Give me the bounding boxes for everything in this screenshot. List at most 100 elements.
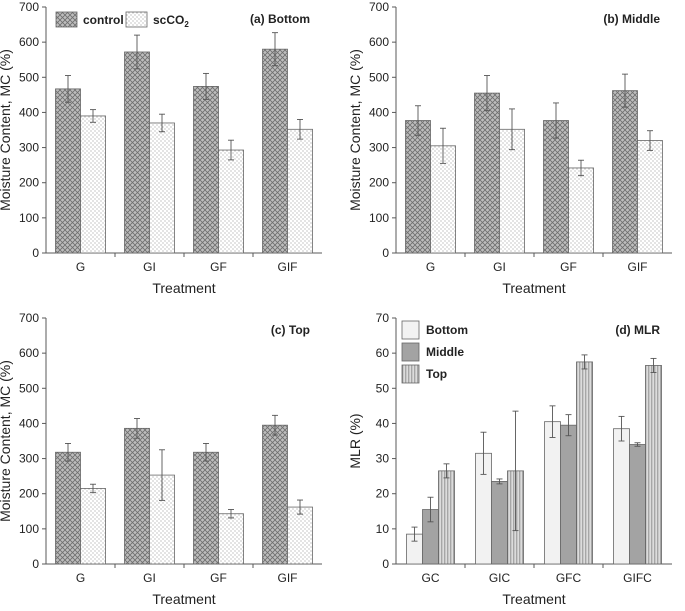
error-bar [228, 509, 234, 519]
panel-label: (a) Bottom [250, 12, 310, 26]
bar-scco2-g [80, 115, 106, 254]
y-tick-label: 100 [369, 211, 389, 225]
bar-top-gfc [576, 361, 593, 565]
y-tick-label: 20 [376, 487, 390, 501]
x-tick-label: GIF [278, 260, 298, 274]
y-tick-label: 0 [32, 557, 39, 571]
bar-middle-gic [491, 481, 508, 565]
y-axis-title: Moisture Content, MC (%) [0, 49, 13, 211]
bar-control-gf [543, 120, 569, 254]
error-bar [203, 72, 209, 100]
x-tick-label: G [76, 571, 85, 585]
x-tick-label: GF [210, 571, 227, 585]
error-bar [440, 127, 446, 164]
error-bar [134, 418, 140, 439]
x-tick-label: GIC [489, 571, 511, 585]
panel-label: (c) Top [271, 323, 310, 337]
error-bar [509, 108, 515, 151]
error-bar [565, 414, 572, 437]
chart-mlr: 0 10 20 30 40 50 60 70 GC GIC GFC GIFC Treatment MLR … [347, 311, 672, 607]
bar-control-g [405, 120, 431, 254]
error-bar [549, 405, 556, 438]
y-tick-label: 10 [376, 522, 390, 536]
y-tick-label: 40 [376, 416, 390, 430]
bar-scco2-gf [218, 513, 244, 565]
bar-scco2-gf [568, 167, 594, 254]
error-bar [90, 109, 96, 123]
bar-scco2-gi [499, 128, 525, 254]
y-tick-label: 0 [382, 557, 389, 571]
y-tick-label: 70 [376, 311, 390, 325]
bar-control-gf [193, 451, 219, 565]
y-tick-label: 600 [19, 35, 39, 49]
error-bar [496, 478, 503, 485]
bar-scco2-g [80, 488, 106, 565]
bar-scco2-gf [218, 149, 244, 254]
error-bar [90, 483, 96, 494]
bar-middle-gifc [629, 444, 646, 565]
bar-control-gi [124, 427, 150, 565]
error-bar [159, 113, 165, 133]
bar-bottom-gfc [544, 421, 561, 565]
legend-label-control: control [83, 13, 124, 27]
y-tick-label: 0 [382, 246, 389, 260]
error-bar [427, 496, 434, 523]
legend-swatch-middle [401, 342, 420, 362]
y-tick-label: 0 [32, 246, 39, 260]
y-tick-label: 200 [369, 176, 389, 190]
y-tick-label: 100 [19, 522, 39, 536]
error-bar [297, 499, 303, 515]
y-tick-label: 30 [376, 452, 390, 466]
y-axis-title: Moisture Content, MC (%) [347, 49, 363, 211]
error-bar [272, 32, 278, 67]
y-tick-label: 700 [19, 311, 39, 325]
error-bar [480, 431, 487, 475]
y-axis-title: MLR (%) [347, 413, 363, 468]
bar-scco2-gif [637, 140, 663, 254]
chart-middle: 0 100 200 300 400 500 600 700 G GI GF GIF Treatment M… [347, 0, 672, 296]
bar-control-gi [124, 51, 150, 254]
x-tick-label: GFC [556, 571, 582, 585]
x-axis-title: Treatment [502, 280, 565, 296]
y-tick-label: 500 [369, 70, 389, 84]
x-tick-label: GI [143, 260, 156, 274]
x-tick-label: GIF [628, 260, 648, 274]
bar-control-g [55, 451, 81, 565]
x-axis-title: Treatment [152, 280, 215, 296]
bar-control-gif [262, 48, 288, 254]
y-tick-label: 700 [19, 0, 39, 14]
x-tick-label: GIF [278, 571, 298, 585]
error-bar [65, 443, 71, 462]
y-tick-label: 300 [19, 141, 39, 155]
bar-control-g [55, 88, 81, 254]
bar-bottom-gifc [613, 428, 630, 565]
bar-scco2-gi [149, 122, 175, 254]
error-bar [618, 415, 625, 442]
error-bar [134, 34, 140, 70]
y-tick-label: 200 [19, 176, 39, 190]
y-tick-label: 500 [19, 70, 39, 84]
error-bar [578, 159, 584, 177]
y-tick-label: 400 [19, 105, 39, 119]
error-bar [647, 130, 653, 151]
error-bar [415, 105, 421, 136]
y-tick-label: 60 [376, 346, 390, 360]
y-tick-label: 600 [19, 346, 39, 360]
y-tick-label: 600 [369, 35, 389, 49]
bar-scco2-gif [287, 128, 313, 254]
legend-label-scco2: scCO2 [153, 13, 189, 29]
y-tick-label: 300 [19, 452, 39, 466]
x-tick-label: GF [210, 260, 227, 274]
x-tick-label: GIFC [623, 571, 652, 585]
error-bar [65, 75, 71, 103]
error-bar [622, 73, 628, 108]
error-bar [553, 102, 559, 139]
error-bar [650, 357, 657, 373]
bar-top-gifc [645, 365, 662, 565]
legend-swatch-top [401, 364, 420, 384]
bar-control-gif [612, 90, 638, 254]
x-tick-label: G [76, 260, 85, 274]
y-tick-label: 400 [19, 416, 39, 430]
error-bar [581, 354, 588, 370]
